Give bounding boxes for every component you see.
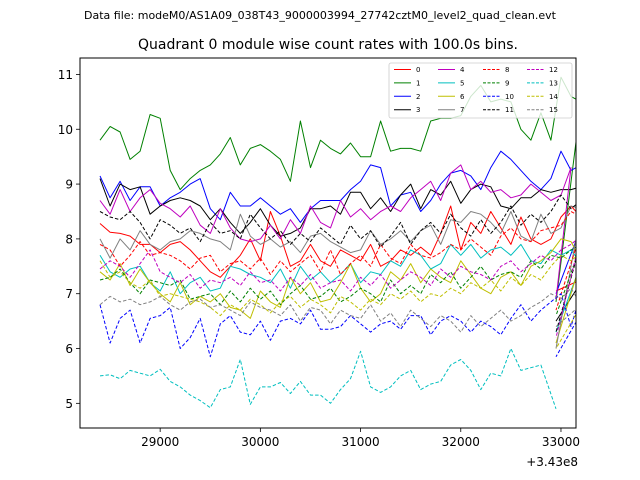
y-tick-label: 10 xyxy=(58,123,73,137)
series-layer xyxy=(99,76,576,409)
x-tick-label: 31000 xyxy=(341,435,379,449)
y-tick-label: 6 xyxy=(65,342,73,356)
y-tick-label: 5 xyxy=(65,397,73,411)
legend-label-6: 6 xyxy=(460,93,465,101)
legend-label-1: 1 xyxy=(416,79,420,87)
y-tick-label: 11 xyxy=(58,68,73,82)
x-offset-label: +3.43e8 xyxy=(526,455,578,469)
x-tick-label: 33000 xyxy=(542,435,580,449)
legend-label-12: 12 xyxy=(549,66,558,74)
series-line-12 xyxy=(99,239,576,338)
legend-label-10: 10 xyxy=(505,93,514,101)
legend-label-5: 5 xyxy=(460,79,464,87)
series-line-2 xyxy=(99,150,576,294)
series-line-3 xyxy=(99,178,576,322)
series-line-8 xyxy=(99,211,576,311)
series-line-4 xyxy=(99,164,572,300)
x-tick-label: 32000 xyxy=(442,435,480,449)
chart-title: Quadrant 0 module wise count rates with … xyxy=(138,37,518,53)
series-line-7 xyxy=(99,205,576,349)
plot-frame xyxy=(79,57,577,429)
legend-label-2: 2 xyxy=(416,93,420,101)
legend-box xyxy=(388,62,573,119)
x-tick-label: 29000 xyxy=(141,435,179,449)
legend-label-8: 8 xyxy=(505,66,509,74)
x-tick-label: 30000 xyxy=(241,435,279,449)
legend-label-14: 14 xyxy=(549,93,558,101)
legend-label-15: 15 xyxy=(549,106,558,114)
series-line-13 xyxy=(99,348,557,409)
legend-label-4: 4 xyxy=(460,66,465,74)
y-tick-label: 8 xyxy=(65,232,73,246)
legend-label-9: 9 xyxy=(505,79,509,87)
y-tick-label: 9 xyxy=(65,178,73,192)
legend-label-11: 11 xyxy=(505,106,514,114)
legend-label-0: 0 xyxy=(416,66,420,74)
legend-label-13: 13 xyxy=(549,79,558,87)
series-line-11 xyxy=(99,194,576,333)
legend-label-3: 3 xyxy=(416,106,420,114)
legend-label-7: 7 xyxy=(460,106,464,114)
y-tick-label: 7 xyxy=(65,287,73,301)
chart-suptitle: Data file: modeM0/AS1A09_038T43_90000039… xyxy=(84,9,557,22)
series-line-15 xyxy=(99,287,576,333)
series-line-9 xyxy=(99,246,576,316)
series-line-14 xyxy=(99,254,576,349)
